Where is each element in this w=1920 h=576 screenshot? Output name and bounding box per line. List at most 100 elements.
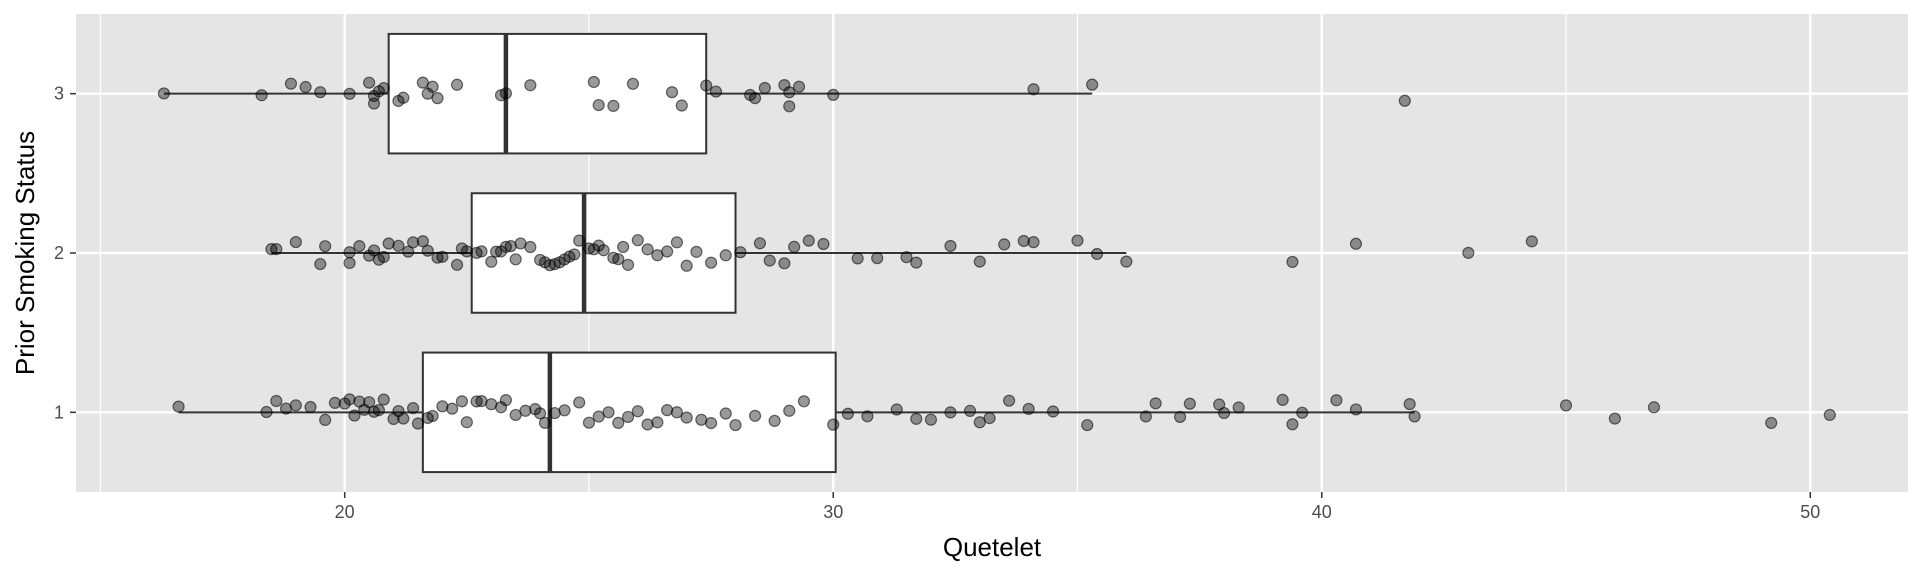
data-point: [944, 239, 957, 253]
data-point: [1559, 399, 1573, 412]
data-point: [763, 254, 776, 267]
data-point: [1408, 410, 1421, 423]
data-point: [665, 86, 679, 99]
x-tick-label: 40: [1312, 502, 1332, 522]
data-point: [792, 80, 806, 93]
data-point: [343, 256, 356, 270]
data-point: [709, 85, 723, 98]
data-point: [910, 256, 923, 269]
data-point: [372, 404, 385, 417]
data-point: [343, 393, 356, 406]
x-tick-label: 20: [335, 502, 355, 522]
data-point: [392, 239, 405, 252]
data-point: [734, 246, 747, 259]
data-point: [1232, 401, 1245, 414]
data-point: [661, 245, 674, 258]
data-point: [783, 404, 796, 417]
data-point: [621, 258, 635, 271]
data-point: [397, 91, 410, 104]
data-point: [460, 245, 473, 258]
data-point: [499, 394, 513, 407]
x-axis: 20 30 40 50: [335, 492, 1820, 522]
data-point: [1349, 403, 1363, 416]
data-point: [1286, 418, 1299, 431]
data-point: [460, 416, 473, 429]
data-point: [416, 235, 429, 248]
data-point: [289, 235, 302, 249]
data-point: [861, 410, 874, 423]
data-point: [1276, 393, 1289, 406]
data-point: [446, 402, 459, 415]
data-point: [631, 405, 644, 418]
data-point: [1647, 401, 1661, 414]
data-point: [753, 237, 767, 250]
data-point: [524, 240, 537, 254]
data-point: [582, 416, 596, 429]
y-tick-label: 2: [54, 243, 64, 263]
data-point: [802, 234, 815, 247]
data-point: [402, 245, 415, 258]
data-point: [783, 86, 796, 99]
data-point: [573, 396, 586, 409]
data-point: [670, 406, 683, 419]
y-axis-title: Prior Smoking Status: [10, 131, 40, 375]
data-point: [704, 256, 718, 269]
data-point: [983, 412, 996, 425]
data-point: [1286, 255, 1299, 269]
data-point: [851, 252, 864, 265]
data-point: [1765, 416, 1778, 430]
whiskers: [163, 92, 1415, 414]
data-point: [319, 413, 332, 426]
data-point: [871, 252, 884, 265]
data-point: [260, 405, 273, 419]
data-point: [1002, 394, 1016, 407]
data-point: [973, 255, 986, 268]
data-point: [411, 417, 425, 430]
data-point: [406, 402, 420, 415]
data-point: [1046, 405, 1060, 418]
data-point: [172, 400, 185, 413]
data-point: [1081, 418, 1094, 432]
data-point: [319, 240, 332, 253]
data-point: [284, 77, 298, 90]
y-axis: 1 2 3: [54, 84, 76, 422]
data-point: [1027, 83, 1040, 96]
data-point: [534, 407, 547, 420]
data-point: [426, 80, 439, 93]
data-point: [568, 248, 581, 261]
box-iqr: [421, 351, 837, 474]
data-point: [998, 238, 1011, 251]
data-point: [499, 87, 513, 100]
data-point: [314, 257, 327, 271]
data-point: [538, 416, 552, 429]
data-point: [382, 237, 395, 250]
data-point: [431, 92, 444, 105]
data-point: [573, 234, 586, 247]
data-point: [397, 412, 410, 425]
data-point: [1823, 408, 1836, 422]
data-point: [1398, 94, 1411, 107]
boxes: [387, 32, 837, 474]
data-point: [641, 418, 654, 431]
y-tick-label: 3: [54, 84, 64, 104]
data-point: [1296, 406, 1309, 419]
data-point: [1090, 247, 1104, 261]
data-point: [651, 416, 664, 429]
data-point: [314, 86, 327, 99]
data-point: [436, 400, 449, 413]
data-point: [1139, 410, 1152, 423]
data-point: [348, 409, 361, 422]
data-point: [436, 250, 449, 263]
data-point: [1525, 235, 1538, 248]
data-point: [377, 393, 390, 406]
data-point: [289, 399, 302, 412]
data-point: [343, 246, 356, 259]
data-point: [519, 404, 532, 417]
data-point: [377, 81, 390, 95]
data-point: [450, 78, 464, 91]
data-point: [558, 404, 571, 417]
data-point: [670, 236, 683, 249]
data-point: [758, 81, 771, 95]
data-point: [783, 100, 796, 113]
